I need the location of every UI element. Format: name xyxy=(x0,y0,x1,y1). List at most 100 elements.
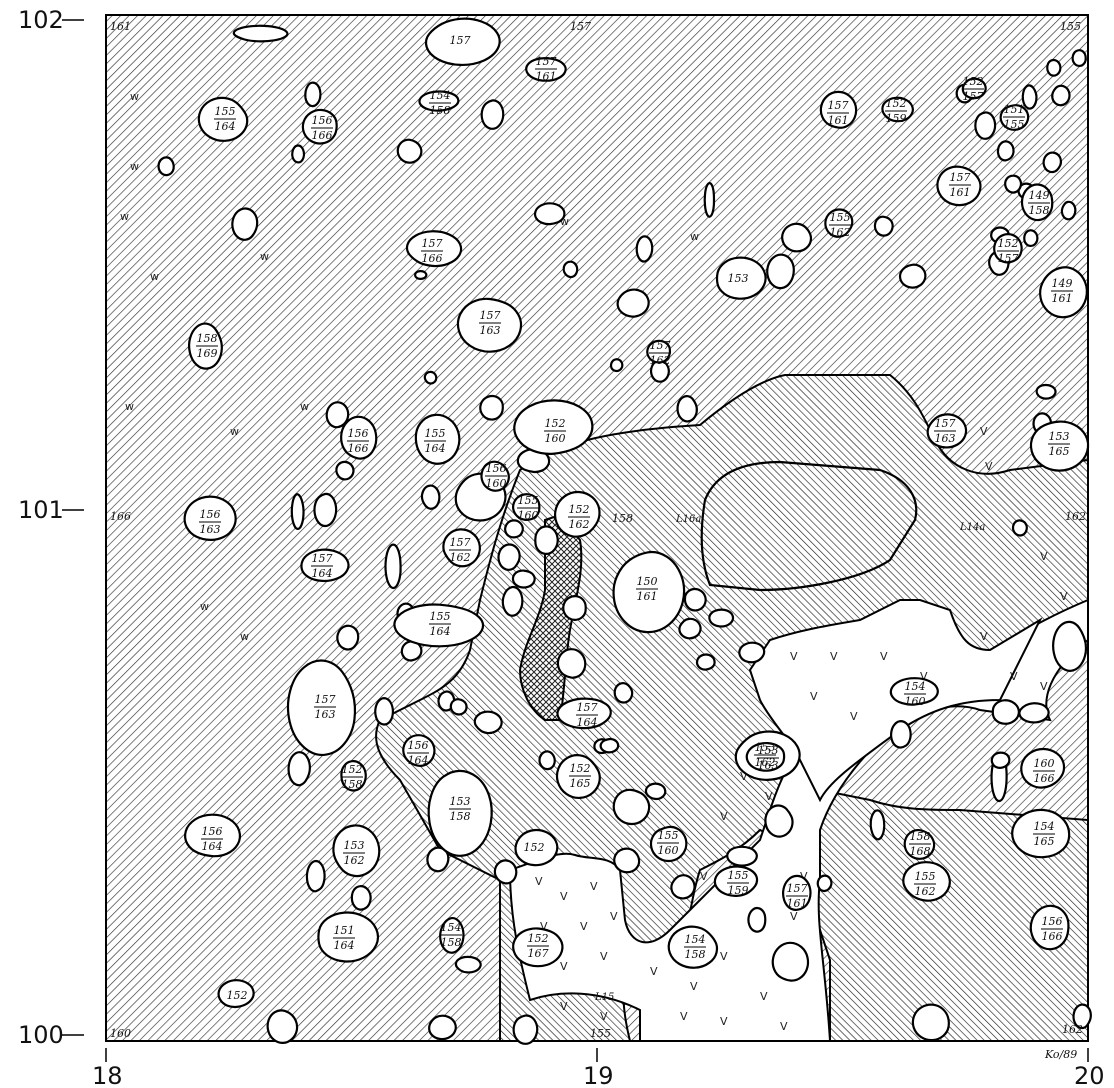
stone-level-top: 157 xyxy=(828,99,849,112)
stone xyxy=(414,269,428,281)
svg-text:w: w xyxy=(200,600,209,613)
stone-level-top: 153 xyxy=(755,741,776,754)
level-top-right: 155 xyxy=(1060,20,1081,33)
stone xyxy=(889,719,912,749)
stone-level-top: 157 xyxy=(577,701,598,714)
labelled-stone xyxy=(340,760,367,792)
svg-text:V: V xyxy=(790,650,798,663)
stone xyxy=(384,543,402,590)
stone-level-top: 155 xyxy=(830,211,851,224)
svg-text:V: V xyxy=(740,770,748,783)
label-l16a: L16a xyxy=(675,514,701,525)
svg-text:V: V xyxy=(830,650,838,663)
stone xyxy=(291,144,306,164)
label-l14a: L14a xyxy=(959,522,985,533)
stone-level-top: 154 xyxy=(905,680,926,693)
stone xyxy=(1051,84,1071,107)
stone xyxy=(497,543,521,571)
stone-level-bottom: 164 xyxy=(215,120,236,133)
stone xyxy=(423,370,438,385)
svg-text:V: V xyxy=(880,650,888,663)
stone-level-top: 153 xyxy=(728,272,749,285)
stone-level-top: 153 xyxy=(1049,430,1070,443)
stone xyxy=(1035,383,1057,400)
labelled-stone xyxy=(217,979,255,1009)
labelled-stone xyxy=(183,495,237,542)
svg-text:V: V xyxy=(850,710,858,723)
stone xyxy=(305,859,326,893)
labelled-stone xyxy=(1029,904,1070,951)
stone-level-bottom: 164 xyxy=(202,840,223,853)
stone xyxy=(420,484,441,510)
stone xyxy=(1060,200,1077,221)
stone xyxy=(898,263,927,289)
stone-level-top: 160 xyxy=(1034,757,1055,770)
stone-level-top: 156 xyxy=(348,427,369,440)
labelled-stone xyxy=(418,90,460,112)
svg-text:V: V xyxy=(790,910,798,923)
stone-level-top: 158 xyxy=(910,830,931,843)
stone xyxy=(996,140,1015,162)
stone-level-top: 155 xyxy=(915,870,936,883)
svg-text:V: V xyxy=(720,950,728,963)
svg-text:V: V xyxy=(540,920,548,933)
svg-text:V: V xyxy=(600,950,608,963)
stone xyxy=(287,751,311,787)
stone xyxy=(290,493,305,531)
stone-level-bottom: 164 xyxy=(334,939,355,952)
level-bottom-center: 155 xyxy=(590,1027,611,1040)
stone-level-top: 157 xyxy=(480,309,501,322)
stone xyxy=(771,941,810,982)
stone xyxy=(1042,151,1063,174)
stone xyxy=(538,750,556,771)
stone xyxy=(990,751,1011,769)
stone xyxy=(512,1014,539,1045)
stone-level-bottom: 166 xyxy=(312,129,333,142)
stone xyxy=(613,847,641,874)
labelled-stone xyxy=(442,528,481,568)
stone-level-bottom: 160 xyxy=(545,432,566,445)
stone-level-bottom: 162 xyxy=(755,756,776,769)
labelled-stone xyxy=(317,911,380,963)
stone-level-bottom: 161 xyxy=(787,897,808,910)
labelled-stone xyxy=(402,734,436,767)
stone-level-top: 156 xyxy=(408,739,429,752)
stone-level-bottom: 163 xyxy=(200,523,221,536)
level-left-edge: 166 xyxy=(110,510,131,523)
svg-text:V: V xyxy=(810,690,818,703)
stone-level-top: 153 xyxy=(344,839,365,852)
labelled-stone xyxy=(1039,266,1089,319)
svg-text:V: V xyxy=(600,1010,608,1023)
svg-text:V: V xyxy=(690,980,698,993)
svg-text:w: w xyxy=(150,270,159,283)
stone xyxy=(501,585,524,617)
stone-level-bottom: 158 xyxy=(1029,204,1050,217)
stone xyxy=(231,207,259,241)
labelled-stone xyxy=(393,603,485,648)
stone-level-top: 152 xyxy=(963,75,984,88)
x-label-20: 20 xyxy=(1074,1062,1105,1088)
labelled-stone xyxy=(745,741,786,772)
stone-level-bottom: 166 xyxy=(1042,930,1063,943)
level-mid: 158 xyxy=(612,512,633,525)
stone xyxy=(1046,58,1062,77)
stone xyxy=(703,182,716,218)
stone-level-top: 157 xyxy=(312,552,333,565)
stone-level-bottom: 164 xyxy=(312,567,333,580)
stone-level-bottom: 158 xyxy=(685,948,706,961)
stone-level-top: 157 xyxy=(450,34,471,47)
stone xyxy=(454,955,482,974)
stone-level-bottom: 160 xyxy=(905,695,926,708)
w-marks: w w w w w w w w w w w w xyxy=(120,90,699,643)
stone xyxy=(266,1009,299,1045)
stone xyxy=(695,653,716,671)
y-axis: 102 101 100 xyxy=(18,6,84,1049)
stone-level-top: 156 xyxy=(202,825,223,838)
stone-level-top: 157 xyxy=(536,55,557,68)
svg-text:V: V xyxy=(985,460,993,473)
svg-text:V: V xyxy=(920,670,928,683)
labelled-stone xyxy=(824,208,854,238)
feature-dark xyxy=(700,460,918,592)
labelled-stone xyxy=(649,825,688,863)
